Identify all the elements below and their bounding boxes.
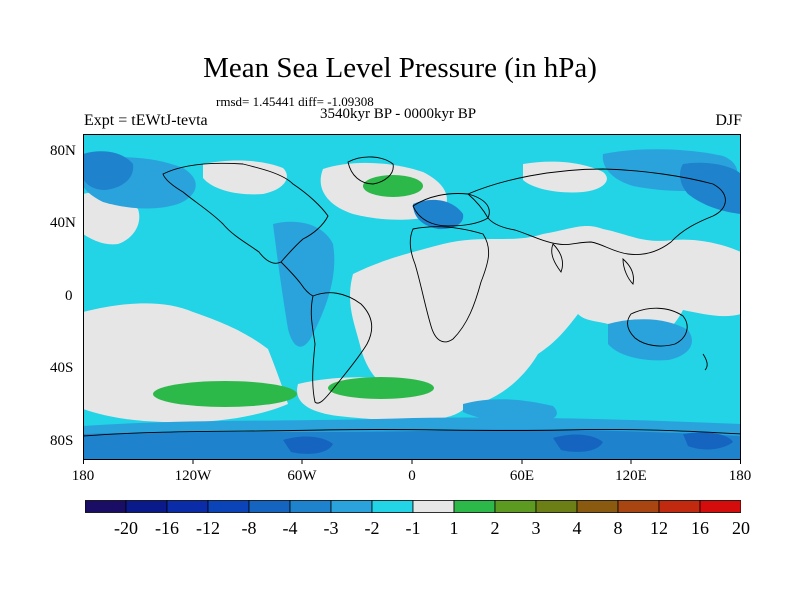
colorbar-swatch: [453, 500, 496, 513]
lon-label-60e: 60E: [509, 468, 535, 484]
colorbar-label: 12: [650, 518, 668, 538]
field-neg-antarctic-patch-3: [683, 432, 733, 450]
colorbar-swatch: [617, 500, 660, 513]
field-neg-aleutian: [83, 151, 134, 190]
field-neutral-central-pacific-north: [203, 160, 287, 195]
lat-label-80n: 80N: [50, 143, 76, 159]
colorbar-label: 2: [490, 518, 500, 538]
experiment-label: Expt = tEWtJ-tevta: [84, 112, 208, 129]
colorbar-swatch: [207, 500, 250, 513]
colorbar-label: -20: [114, 518, 138, 538]
colorbar-swatch: [166, 500, 209, 513]
field-neg-antarctic-patch-2: [553, 434, 603, 452]
coast-new-zealand: [702, 353, 708, 371]
colorbar-label: -12: [196, 518, 220, 538]
colorbar-label: -3: [323, 518, 339, 538]
rmsd-diff-stats: rmsd= 1.45441 diff= -1.09308: [216, 94, 374, 109]
colorbar-swatch: [330, 500, 373, 513]
map-border: [83, 134, 741, 460]
coast-africa: [409, 226, 490, 343]
lon-label-180-west: 180: [71, 468, 95, 484]
lon-label-0: 0: [408, 468, 416, 484]
colorbar-swatch: [576, 500, 619, 513]
lat-label-80s: 80S: [50, 433, 74, 449]
lon-label-180-east: 180: [728, 468, 752, 484]
coastlines: [83, 156, 741, 437]
coast-southeast-asia: [622, 258, 634, 285]
colorbar-swatch: [289, 500, 332, 513]
coast-south-america: [310, 292, 373, 404]
lat-label-0: 0: [65, 288, 73, 304]
colorbar-swatch: [248, 500, 291, 513]
field-neg-southern-atlantic: [463, 399, 557, 423]
field-neg-antarctic-patch-1: [283, 436, 333, 454]
coast-asia: [467, 168, 726, 255]
colorbar-swatch: [535, 500, 578, 513]
colorbar-label: 4: [572, 518, 582, 538]
colorbar-label: 3: [531, 518, 541, 538]
colorbar-swatch: [494, 500, 537, 513]
field-neg-west-europe: [413, 199, 464, 230]
field-pos-south-atlantic-blob: [328, 377, 434, 399]
chart-title: Mean Sea Level Pressure (in hPa): [203, 52, 597, 84]
colorbar-swatch: [371, 500, 414, 513]
lon-label-60w: 60W: [287, 468, 317, 484]
lat-label-40n: 40N: [50, 215, 76, 231]
field-pos-greenland-blob: [363, 175, 423, 197]
lon-label-120w: 120W: [174, 468, 212, 484]
field-pos-south-pacific-blob: [153, 381, 297, 407]
colorbar-label: -1: [405, 518, 421, 538]
coast-central-america: [280, 261, 314, 297]
colorbar-swatch: [125, 500, 168, 513]
colorbar-label: -16: [155, 518, 179, 538]
colorbar-label: 20: [732, 518, 750, 538]
season-label: DJF: [715, 112, 742, 129]
coast-greenland: [347, 156, 394, 185]
colorbar-label: -8: [241, 518, 257, 538]
colorbar-label: 1: [449, 518, 459, 538]
colorbar-label: 8: [613, 518, 623, 538]
colorbar-swatch: [658, 500, 701, 513]
time-period-subtitle: 3540kyr BP - 0000kyr BP: [320, 106, 477, 122]
colorbar-swatch: [85, 500, 127, 513]
colorbar-swatch: [699, 500, 741, 513]
field-neg-antarctic-ring: [83, 429, 741, 460]
lon-label-120e: 120E: [615, 468, 647, 484]
coast-india: [551, 243, 564, 273]
lat-label-40s: 40S: [50, 360, 74, 376]
colorbar-label: 16: [691, 518, 709, 538]
colorbar: [85, 500, 741, 513]
coast-australia: [627, 307, 688, 347]
coast-antarctica: [83, 428, 741, 437]
pressure-anomaly-map: [83, 134, 741, 464]
colorbar-swatch: [412, 500, 455, 513]
field-neutral-africa-asia: [350, 226, 741, 406]
field-neg-east-pacific: [273, 221, 335, 347]
colorbar-label: -2: [364, 518, 380, 538]
map-frame: [83, 134, 741, 464]
axis-ticks: [83, 460, 741, 464]
coast-north-america: [162, 162, 329, 264]
colorbar-label: -4: [282, 518, 298, 538]
